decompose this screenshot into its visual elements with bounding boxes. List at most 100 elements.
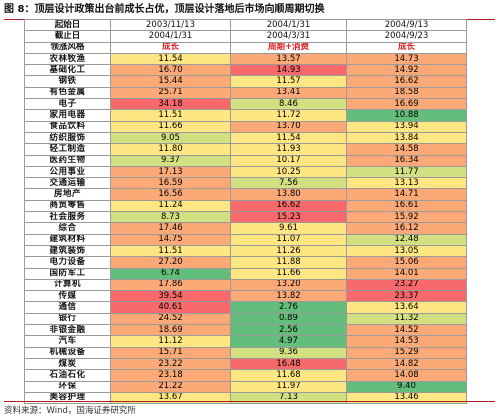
date-cell: 2004/1/31 [230, 18, 347, 32]
industry-label: 建筑装饰 [24, 244, 111, 258]
value-cell: 24.52 [110, 312, 231, 326]
date-cell: 2004/1/31 [110, 30, 231, 43]
value-cell: 13.64 [346, 301, 467, 314]
value-cell: 11.12 [110, 335, 231, 348]
industry-label: 钢铁 [24, 75, 111, 88]
value-cell: 10.17 [230, 154, 347, 167]
industry-label: 纺织服饰 [24, 131, 111, 145]
value-cell: 13.84 [346, 131, 467, 145]
value-cell: 11.57 [230, 75, 347, 88]
value-cell: 21.22 [110, 380, 231, 393]
industry-label: 银行 [24, 312, 111, 326]
value-cell: 9.37 [110, 154, 231, 167]
figure-title: 图 8：顶层设计政策出台前成长占优，顶层设计落地后市场向顺周期切换 [4, 4, 325, 15]
value-cell: 11.72 [230, 109, 347, 122]
value-cell: 11.24 [110, 199, 231, 213]
table-row: 基础化工 16.70 14.93 14.92 [24, 64, 467, 77]
industry-label: 公用事业 [24, 165, 111, 179]
value-cell: 13.20 [230, 278, 347, 292]
value-cell: 11.26 [230, 244, 347, 258]
value-cell: 6.74 [110, 267, 231, 280]
table-row: 综合 17.46 9.61 16.12 [24, 222, 467, 235]
value-cell: 9.61 [230, 222, 347, 235]
value-cell: 13.80 [230, 188, 347, 201]
value-cell: 2.56 [230, 324, 347, 337]
industry-label: 传媒 [24, 290, 111, 303]
value-cell: 16.61 [346, 199, 467, 213]
value-cell: 15.06 [346, 256, 467, 269]
value-cell: 13.41 [230, 86, 347, 100]
value-cell: 14.08 [346, 369, 467, 382]
value-cell: 14.82 [346, 357, 467, 371]
table-row: 房地产 16.56 13.80 14.71 [24, 188, 467, 201]
industry-label: 非银金融 [24, 324, 111, 337]
value-cell: 14.58 [346, 143, 467, 156]
table-row: 商贸零售 11.24 16.62 16.61 [24, 199, 467, 213]
industry-label: 基础化工 [24, 64, 111, 77]
value-cell: 16.12 [346, 222, 467, 235]
style-cell: 成长 [110, 41, 231, 54]
value-cell: 18.69 [110, 324, 231, 337]
performance-table: 起始日 2003/11/13 2004/1/31 2004/9/13 截止日 2004/1… [24, 18, 467, 405]
value-cell: 15.23 [230, 211, 347, 224]
value-cell: 10.88 [346, 109, 467, 122]
value-cell: 11.32 [346, 312, 467, 326]
value-cell: 11.54 [230, 131, 347, 145]
value-cell: 16.56 [110, 188, 231, 201]
value-cell: 14.93 [230, 64, 347, 77]
value-cell: 2.76 [230, 301, 347, 314]
value-cell: 11.97 [230, 380, 347, 393]
value-cell: 14.71 [346, 188, 467, 201]
industry-label: 国防军工 [24, 267, 111, 280]
style-cell: 成长 [346, 41, 467, 54]
value-cell: 13.05 [346, 244, 467, 258]
value-cell: 16.48 [230, 357, 347, 371]
industry-label: 综合 [24, 222, 111, 235]
date-cell: 2004/9/23 [346, 30, 467, 43]
table-row: 建筑材料 14.75 11.07 12.48 [24, 233, 467, 246]
industry-label: 食品饮料 [24, 120, 111, 133]
table-row: 煤炭 23.22 16.48 14.82 [24, 357, 467, 371]
footer-rule [4, 401, 495, 402]
value-cell: 14.73 [346, 52, 467, 66]
value-cell: 15.44 [110, 75, 231, 88]
value-cell: 14.75 [110, 233, 231, 246]
date-cell: 2003/11/13 [110, 18, 231, 32]
value-cell: 11.66 [110, 120, 231, 133]
table-row: 石油石化 23.18 11.68 14.08 [24, 369, 467, 382]
value-cell: 10.25 [230, 165, 347, 179]
table-row: 汽车 11.12 4.97 14.53 [24, 335, 467, 348]
value-cell: 25.71 [110, 86, 231, 100]
value-cell: 40.61 [110, 301, 231, 314]
table-row: 计算机 17.86 13.20 23.27 [24, 278, 467, 292]
value-cell: 16.34 [346, 154, 467, 167]
value-cell: 23.22 [110, 357, 231, 371]
table-row: 电力设备 27.20 11.88 15.06 [24, 256, 467, 269]
value-cell: 14.92 [346, 64, 467, 77]
table-row: 钢铁 15.44 11.57 16.62 [24, 75, 467, 88]
table-row: 食品饮料 11.66 13.70 13.94 [24, 120, 467, 133]
value-cell: 13.94 [346, 120, 467, 133]
value-cell: 9.36 [230, 346, 347, 359]
value-cell: 13.57 [230, 52, 347, 66]
header-label: 领涨风格 [24, 41, 111, 54]
value-cell: 14.01 [346, 267, 467, 280]
value-cell: 11.54 [110, 52, 231, 66]
value-cell: 17.86 [110, 278, 231, 292]
table-row: 医药生物 9.37 10.17 16.34 [24, 154, 467, 167]
table-row: 非银金融 18.69 2.56 14.52 [24, 324, 467, 337]
value-cell: 15.71 [110, 346, 231, 359]
value-cell: 11.68 [230, 369, 347, 382]
style-cell: 周期+消费 [230, 41, 347, 54]
value-cell: 13.13 [346, 177, 467, 190]
value-cell: 16.70 [110, 64, 231, 77]
value-cell: 11.93 [230, 143, 347, 156]
value-cell: 11.51 [110, 244, 231, 258]
industry-label: 农林牧渔 [24, 52, 111, 66]
value-cell: 12.48 [346, 233, 467, 246]
value-cell: 11.07 [230, 233, 347, 246]
table-row: 银行 24.52 0.89 11.32 [24, 312, 467, 326]
value-cell: 15.92 [346, 211, 467, 224]
table-row: 建筑装饰 11.51 11.26 13.05 [24, 244, 467, 258]
industry-label: 社会服务 [24, 211, 111, 224]
